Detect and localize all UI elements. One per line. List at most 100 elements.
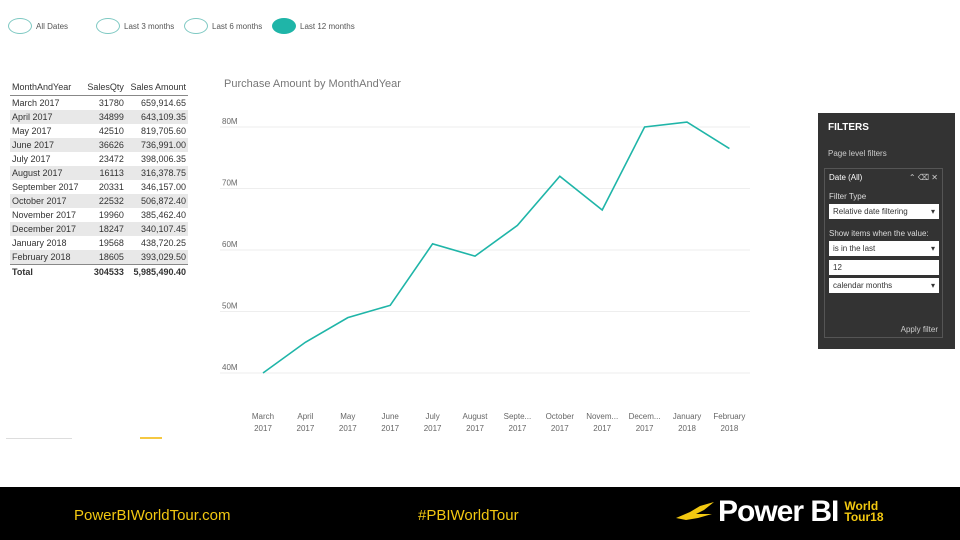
cell-sales-amount: 643,109.35 bbox=[125, 109, 188, 124]
table-row[interactable]: June 2017 36626 736,991.00 bbox=[10, 137, 188, 152]
cell-sales-amount: 316,378.75 bbox=[125, 165, 188, 180]
table-header-row: MonthAndYear SalesQty Sales Amount bbox=[10, 80, 188, 96]
slicer-option-all-dates[interactable]: All Dates bbox=[8, 18, 68, 34]
data-point[interactable] bbox=[558, 174, 562, 178]
series-line[interactable] bbox=[262, 121, 730, 374]
filter-type-label: Filter Type bbox=[829, 192, 867, 201]
data-point[interactable] bbox=[727, 147, 731, 151]
cell-salesqty: 23472 bbox=[98, 153, 124, 164]
slicer-label: Last 3 months bbox=[124, 21, 175, 31]
data-point[interactable] bbox=[431, 242, 435, 246]
y-tick-label: 80M bbox=[222, 117, 238, 126]
cell-salesqty: 18247 bbox=[83, 221, 126, 236]
slicer-option-last-12-months[interactable]: Last 12 months bbox=[272, 18, 355, 34]
data-point[interactable] bbox=[388, 303, 392, 307]
x-tick-year: 2017 bbox=[636, 424, 654, 433]
power-bi-world-tour-logo: Power BI World Tour18 bbox=[676, 495, 884, 529]
date-filter-card: Date (All) ⌃ ⌫ ✕ Filter Type Relative da… bbox=[824, 168, 943, 338]
filter-field-name[interactable]: Date (All) bbox=[829, 173, 863, 182]
cell-salesqty: 34899 bbox=[83, 109, 126, 124]
radio-last-3-months[interactable] bbox=[96, 18, 120, 34]
data-point[interactable] bbox=[261, 371, 265, 375]
count-input[interactable]: 12 bbox=[829, 260, 939, 275]
total-salesqty: 304533 bbox=[83, 263, 126, 279]
y-tick-label: 40M bbox=[222, 363, 238, 372]
table-row[interactable]: August 2017 16113 316,378.75 bbox=[10, 165, 188, 180]
table-row[interactable]: July 2017 23472 398,006.35 bbox=[10, 152, 188, 166]
filter-type-select[interactable]: Relative date filtering ▾ bbox=[829, 204, 939, 219]
x-tick-year: 2018 bbox=[721, 424, 739, 433]
cell-sales-amount: 346,157.00 bbox=[140, 181, 186, 192]
close-icon[interactable]: ✕ bbox=[931, 173, 938, 182]
radio-last-12-months[interactable] bbox=[272, 18, 296, 34]
cell-sales-amount: 659,914.65 bbox=[140, 97, 186, 108]
column-header-salesqty[interactable]: SalesQty bbox=[83, 80, 126, 96]
data-point[interactable] bbox=[515, 223, 519, 227]
slicer-label: Last 12 months bbox=[300, 21, 355, 31]
data-point[interactable] bbox=[346, 316, 350, 320]
table-row[interactable]: November 2017 19960 385,462.40 bbox=[10, 208, 188, 222]
data-point[interactable] bbox=[643, 125, 647, 129]
table-row[interactable]: April 2017 34899 643,109.35 bbox=[10, 109, 188, 124]
unit-select[interactable]: calendar months ▾ bbox=[829, 278, 939, 293]
table-row[interactable]: September 2017 20331 346,157.00 bbox=[10, 180, 188, 194]
y-tick-label: 70M bbox=[222, 179, 238, 188]
table-row[interactable]: December 2017 18247 340,107.45 bbox=[10, 221, 188, 236]
table-row[interactable]: October 2017 22532 506,872.40 bbox=[10, 193, 188, 208]
cell-sales-amount: 438,720.25 bbox=[140, 237, 186, 248]
radio-all-dates[interactable] bbox=[8, 18, 32, 34]
collapse-icon[interactable]: ⌃ bbox=[908, 173, 916, 182]
slicer-option-last-3-months[interactable]: Last 3 months bbox=[96, 18, 174, 34]
data-point[interactable] bbox=[600, 208, 604, 212]
filters-title: FILTERS bbox=[828, 122, 869, 133]
cell-monthandyear: August 2017 bbox=[10, 165, 84, 180]
y-tick-label: 60M bbox=[222, 240, 238, 249]
table-row[interactable]: May 2017 42510 819,705.60 bbox=[10, 124, 188, 138]
total-label: Total bbox=[10, 263, 84, 279]
cell-monthandyear: June 2017 bbox=[10, 137, 84, 152]
x-tick-label: July bbox=[425, 412, 439, 421]
cell-sales-amount: 506,872.40 bbox=[125, 193, 188, 208]
data-point[interactable] bbox=[685, 120, 689, 124]
cell-salesqty: 31780 bbox=[98, 97, 124, 108]
x-tick-label: January bbox=[673, 412, 701, 421]
cell-monthandyear: May 2017 bbox=[12, 125, 52, 136]
x-tick-label: Novem... bbox=[586, 412, 618, 421]
apply-filter-button[interactable]: Apply filter bbox=[900, 325, 938, 334]
data-point[interactable] bbox=[473, 254, 477, 258]
dropdown-arrow-icon: ▾ bbox=[930, 244, 935, 253]
cell-monthandyear: January 2018 bbox=[12, 237, 67, 248]
table-row[interactable]: March 2017 31780 659,914.65 bbox=[10, 95, 188, 110]
cell-salesqty: 42510 bbox=[98, 125, 124, 136]
condition-select[interactable]: is in the last ▾ bbox=[829, 241, 939, 256]
cell-monthandyear: April 2017 bbox=[10, 109, 84, 124]
dropdown-arrow-icon: ▾ bbox=[930, 207, 935, 216]
cell-sales-amount: 398,006.35 bbox=[140, 153, 186, 164]
x-tick-label: March bbox=[252, 412, 274, 421]
cell-salesqty: 18605 bbox=[83, 249, 126, 264]
radio-last-6-months[interactable] bbox=[184, 18, 208, 34]
table-row[interactable]: February 2018 18605 393,029.50 bbox=[10, 249, 188, 264]
column-header-monthandyear[interactable]: MonthAndYear bbox=[10, 80, 84, 96]
dropdown-arrow-icon: ▾ bbox=[930, 281, 935, 290]
x-tick-label: May bbox=[340, 412, 355, 421]
slicer-option-last-6-months[interactable]: Last 6 months bbox=[184, 18, 262, 34]
table-row[interactable]: January 2018 19568 438,720.25 bbox=[10, 236, 188, 250]
data-point[interactable] bbox=[303, 340, 307, 344]
slicer-label: Last 6 months bbox=[212, 21, 263, 31]
cell-sales-amount: 393,029.50 bbox=[125, 249, 188, 264]
x-tick-year: 2018 bbox=[678, 424, 696, 433]
column-header-sales-amount[interactable]: Sales Amount bbox=[125, 80, 188, 96]
footer-url: PowerBIWorldTour.com bbox=[74, 507, 231, 524]
table-total-row: Total 304533 5,985,490.40 bbox=[10, 263, 188, 279]
cell-salesqty: 22532 bbox=[83, 193, 126, 208]
divider-accent bbox=[140, 437, 162, 439]
cell-monthandyear: February 2018 bbox=[10, 249, 84, 264]
purchase-amount-line-chart[interactable]: 40M 50M 60M 70M 80M March 2017 April 2017 May 2017… bbox=[210, 110, 760, 440]
total-sales-amount: 5,985,490.40 bbox=[125, 263, 188, 279]
eraser-icon[interactable]: ⌫ bbox=[917, 173, 930, 182]
y-tick-label: 50M bbox=[222, 302, 238, 311]
unit-value: calendar months bbox=[833, 281, 893, 290]
x-tick-year: 2017 bbox=[466, 424, 484, 433]
cell-salesqty: 19960 bbox=[98, 209, 124, 220]
